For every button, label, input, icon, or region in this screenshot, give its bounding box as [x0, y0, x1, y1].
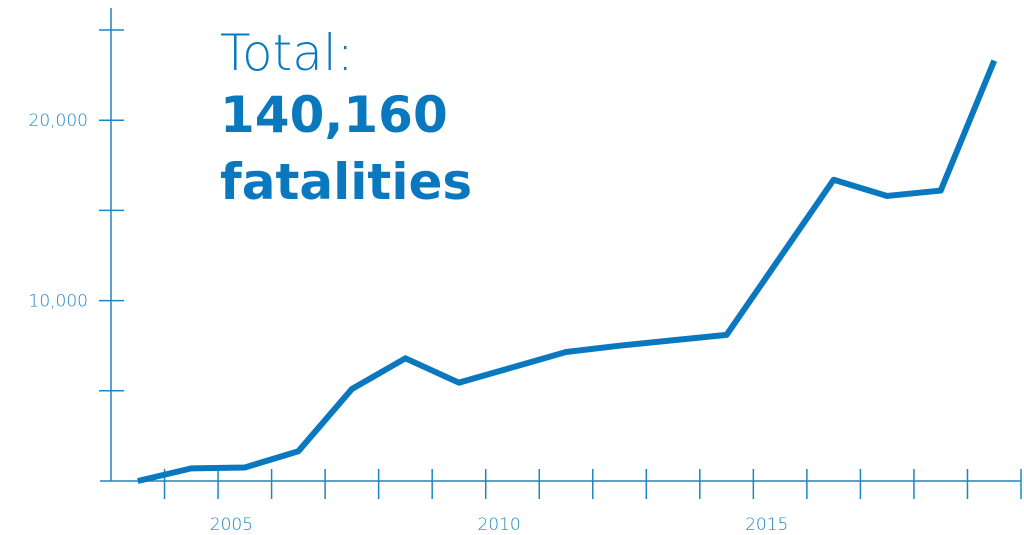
- total-label: Total:: [220, 24, 354, 82]
- x-tick-label: 2005: [210, 515, 253, 535]
- total-unit: fatalities: [220, 153, 473, 211]
- x-tick-label: 2010: [477, 515, 520, 535]
- axes: [100, 8, 1021, 482]
- y-tick-label: 10,000: [29, 292, 88, 312]
- tick-labels: 10,000 20,000 2005 2010 2015: [29, 111, 789, 535]
- y-tick-label: 20,000: [29, 111, 88, 131]
- x-tick-label: 2015: [745, 515, 788, 535]
- fatalities-series-line: [137, 59, 998, 484]
- tick-marks: [99, 29, 1022, 499]
- total-annotation: Total: 140,160 fatalities: [220, 28, 472, 207]
- total-value: 140,160: [220, 86, 448, 144]
- series: [137, 59, 998, 484]
